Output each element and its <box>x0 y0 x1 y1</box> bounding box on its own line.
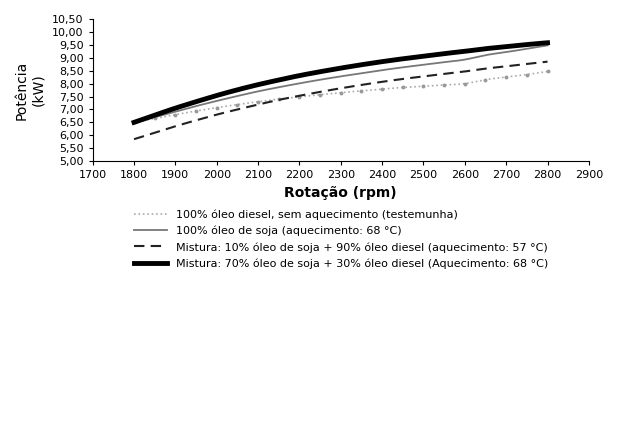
100% óleo diesel, sem aquecimento (testemunha) <box>376 86 384 92</box>
100% óleo diesel, sem aquecimento (testemunha) <box>505 74 512 80</box>
100% óleo diesel, sem aquecimento (testemunha) <box>544 69 551 74</box>
Line: 100% óleo de soja (aquecimento: 68 °C): 100% óleo de soja (aquecimento: 68 °C) <box>134 45 548 122</box>
Y-axis label: Potência
(kW): Potência (kW) <box>15 60 45 120</box>
Mistura: 70% óleo de soja + 30% óleo diesel (Aquecimento: 68 °C): (1.8e+03, 6.52): 70% óleo de soja + 30% óleo diesel (Aque… <box>132 119 139 125</box>
Mistura: 10% óleo de soja + 90% óleo diesel (aquecimento: 57 °C): (2.41e+03, 8.1): 10% óleo de soja + 90% óleo diesel (aque… <box>383 78 391 84</box>
Line: 100% óleo diesel, sem aquecimento (testemunha): 100% óleo diesel, sem aquecimento (teste… <box>134 72 548 122</box>
Mistura: 10% óleo de soja + 90% óleo diesel (aquecimento: 57 °C): (2.4e+03, 8.06): 10% óleo de soja + 90% óleo diesel (aque… <box>376 79 384 85</box>
100% óleo diesel, sem aquecimento (testemunha) <box>132 120 139 125</box>
100% óleo de soja (aquecimento: 68 °C): (2.41e+03, 8.55): 68 °C): (2.41e+03, 8.55) <box>383 67 391 72</box>
Mistura: 10% óleo de soja + 90% óleo diesel (aquecimento: 57 °C): (2.71e+03, 8.68): 10% óleo de soja + 90% óleo diesel (aque… <box>505 63 512 69</box>
100% óleo diesel, sem aquecimento (testemunha) <box>383 86 391 91</box>
Mistura: 70% óleo de soja + 30% óleo diesel (Aquecimento: 68 °C): (2.4e+03, 8.84): 70% óleo de soja + 30% óleo diesel (Aque… <box>376 59 384 65</box>
100% óleo de soja (aquecimento: 68 °C): (2.64e+03, 9.08): 68 °C): (2.64e+03, 9.08) <box>479 53 486 59</box>
Mistura: 10% óleo de soja + 90% óleo diesel (aquecimento: 57 °C): (2.8e+03, 8.85): 10% óleo de soja + 90% óleo diesel (aque… <box>544 59 551 65</box>
100% óleo diesel, sem aquecimento (testemunha) <box>375 86 383 92</box>
Mistura: 10% óleo de soja + 90% óleo diesel (aquecimento: 57 °C): (1.8e+03, 5.85): 10% óleo de soja + 90% óleo diesel (aque… <box>130 137 138 142</box>
Mistura: 70% óleo de soja + 30% óleo diesel (Aquecimento: 68 °C): (1.8e+03, 6.5): 70% óleo de soja + 30% óleo diesel (Aque… <box>130 120 138 125</box>
Mistura: 70% óleo de soja + 30% óleo diesel (Aquecimento: 68 °C): (2.64e+03, 9.34): 70% óleo de soja + 30% óleo diesel (Aque… <box>479 47 486 52</box>
100% óleo de soja (aquecimento: 68 °C): (2.39e+03, 8.5): 68 °C): (2.39e+03, 8.5) <box>375 68 383 73</box>
100% óleo de soja (aquecimento: 68 °C): (1.8e+03, 6.5): 68 °C): (1.8e+03, 6.5) <box>130 120 138 125</box>
100% óleo diesel, sem aquecimento (testemunha) <box>130 120 138 125</box>
Mistura: 10% óleo de soja + 90% óleo diesel (aquecimento: 57 °C): (2.64e+03, 8.56): 10% óleo de soja + 90% óleo diesel (aque… <box>479 66 486 72</box>
Mistura: 70% óleo de soja + 30% óleo diesel (Aquecimento: 68 °C): (2.8e+03, 9.58): 70% óleo de soja + 30% óleo diesel (Aque… <box>544 40 551 45</box>
100% óleo de soja (aquecimento: 68 °C): (1.8e+03, 6.51): 68 °C): (1.8e+03, 6.51) <box>132 119 139 125</box>
Mistura: 70% óleo de soja + 30% óleo diesel (Aquecimento: 68 °C): (2.71e+03, 9.44): 70% óleo de soja + 30% óleo diesel (Aque… <box>505 44 512 49</box>
Legend: 100% óleo diesel, sem aquecimento (testemunha), 100% óleo de soja (aquecimento: : 100% óleo diesel, sem aquecimento (teste… <box>133 209 548 269</box>
X-axis label: Rotação (rpm): Rotação (rpm) <box>284 186 397 200</box>
100% óleo de soja (aquecimento: 68 °C): (2.8e+03, 9.48): 68 °C): (2.8e+03, 9.48) <box>544 43 551 48</box>
100% óleo diesel, sem aquecimento (testemunha) <box>479 78 486 83</box>
Mistura: 10% óleo de soja + 90% óleo diesel (aquecimento: 57 °C): (2.39e+03, 8.05): 10% óleo de soja + 90% óleo diesel (aque… <box>375 80 383 85</box>
Line: Mistura: 70% óleo de soja + 30% óleo diesel (Aquecimento: 68 °C): Mistura: 70% óleo de soja + 30% óleo die… <box>134 43 548 122</box>
100% óleo de soja (aquecimento: 68 °C): (2.71e+03, 9.23): 68 °C): (2.71e+03, 9.23) <box>505 49 512 54</box>
Line: Mistura: 10% óleo de soja + 90% óleo diesel (aquecimento: 57 °C): Mistura: 10% óleo de soja + 90% óleo die… <box>134 62 548 139</box>
Mistura: 70% óleo de soja + 30% óleo diesel (Aquecimento: 68 °C): (2.39e+03, 8.83): 70% óleo de soja + 30% óleo diesel (Aque… <box>375 60 383 65</box>
Mistura: 70% óleo de soja + 30% óleo diesel (Aquecimento: 68 °C): (2.41e+03, 8.88): 70% óleo de soja + 30% óleo diesel (Aque… <box>383 58 391 64</box>
Mistura: 10% óleo de soja + 90% óleo diesel (aquecimento: 57 °C): (1.8e+03, 5.87): 10% óleo de soja + 90% óleo diesel (aque… <box>132 136 139 142</box>
100% óleo de soja (aquecimento: 68 °C): (2.4e+03, 8.51): 68 °C): (2.4e+03, 8.51) <box>376 68 384 73</box>
